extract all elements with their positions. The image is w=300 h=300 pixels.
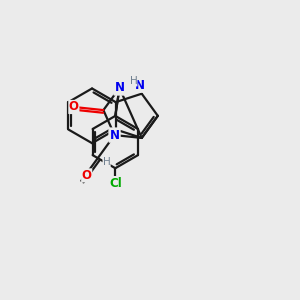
Text: H: H (103, 157, 110, 167)
Text: N: N (110, 129, 119, 142)
Text: Cl: Cl (109, 177, 122, 190)
Text: H: H (130, 76, 137, 86)
Text: N: N (115, 82, 124, 94)
Text: N: N (135, 79, 145, 92)
Text: O: O (82, 169, 92, 182)
Text: O: O (69, 100, 79, 113)
